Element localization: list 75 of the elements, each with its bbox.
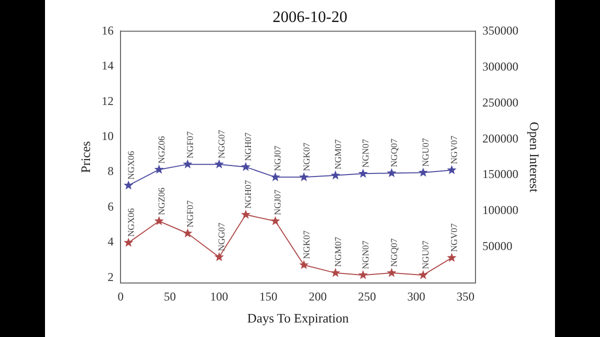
point (154, 164, 164, 174)
point (182, 228, 192, 238)
data-label: NGH07 (243, 180, 254, 209)
point (358, 168, 368, 178)
data-label: NGG07 (216, 222, 227, 252)
x-tick-label: 150 (259, 289, 278, 304)
point (446, 252, 456, 262)
y-tick-label: 8 (108, 164, 114, 178)
annotation: NGM07 (332, 138, 343, 170)
annotation: NGN07 (360, 138, 370, 168)
x-tick-label: 0 (118, 289, 124, 304)
x-tick-label: 300 (407, 289, 426, 304)
y2-tick-label: 150000 (482, 167, 518, 182)
y2-tick-label: 100000 (482, 203, 518, 218)
point (182, 159, 192, 168)
point (330, 170, 340, 180)
annotation: NGQ07 (388, 138, 399, 168)
point (214, 252, 224, 262)
point (270, 216, 280, 226)
data-label: NGQ07 (388, 238, 399, 267)
data-label: NGZ06 (156, 187, 166, 216)
point (241, 162, 251, 172)
annotation: NGV07 (449, 135, 460, 164)
annotation: NGG07 (216, 129, 227, 158)
annotation: NGK07 (301, 142, 312, 172)
point (154, 216, 164, 226)
y2-tick-label: 50000 (482, 239, 512, 254)
y-tick-label: 12 (102, 94, 114, 108)
point (270, 172, 280, 182)
point (299, 260, 309, 270)
data-label: NGX06 (126, 208, 136, 237)
chart-title: 2006-10-20 (272, 8, 348, 26)
point (386, 268, 396, 277)
data-label: NGM07 (332, 236, 343, 267)
data-label: NGU07 (420, 240, 431, 270)
data-label: NGK07 (301, 230, 312, 260)
y-tick-label: 4 (108, 234, 114, 249)
point (418, 270, 428, 280)
x-tick-label: 350 (456, 289, 475, 304)
point (124, 238, 134, 247)
data-label: NGF07 (184, 200, 195, 228)
y-axis-title: Prices (78, 141, 94, 173)
annotation: NGJ07 (272, 145, 283, 172)
point (446, 165, 456, 174)
y2-tick-label: 200000 (482, 131, 518, 146)
annotation: NGH07 (243, 132, 254, 161)
data-label: NGJ07 (272, 189, 283, 216)
y2-tick-label: 350000 (482, 23, 518, 38)
x-tick-label: 50 (164, 289, 176, 304)
y-tick-label: 6 (108, 199, 114, 214)
y-tick-label: 14 (102, 58, 114, 73)
y2-axis-title: Open Interest (526, 122, 542, 193)
point (299, 172, 309, 182)
data-label: NGV07 (449, 222, 460, 252)
x-tick-label: 100 (210, 289, 228, 304)
x-axis-title: Days To Expiration (247, 310, 350, 326)
annotation: NGU07 (420, 138, 431, 167)
y2-tick-label: 250000 (482, 95, 518, 110)
y-tick-label: 2 (108, 270, 114, 284)
x-tick-label: 200 (308, 289, 327, 304)
annotation: NGF07 (184, 130, 195, 158)
y-tick-label: 10 (102, 129, 114, 144)
point (386, 168, 396, 178)
x-tick-label: 250 (358, 289, 376, 304)
y2-tick-label: 300000 (482, 59, 518, 74)
data-label: NGN07 (360, 240, 370, 270)
point (214, 159, 224, 168)
y-tick-label: 16 (102, 23, 114, 38)
point (241, 210, 251, 219)
point (358, 270, 368, 280)
point (418, 168, 428, 177)
annotation: NGZ06 (156, 136, 166, 164)
annotation: NGX06 (126, 150, 136, 180)
point (124, 180, 134, 190)
point (330, 268, 340, 277)
